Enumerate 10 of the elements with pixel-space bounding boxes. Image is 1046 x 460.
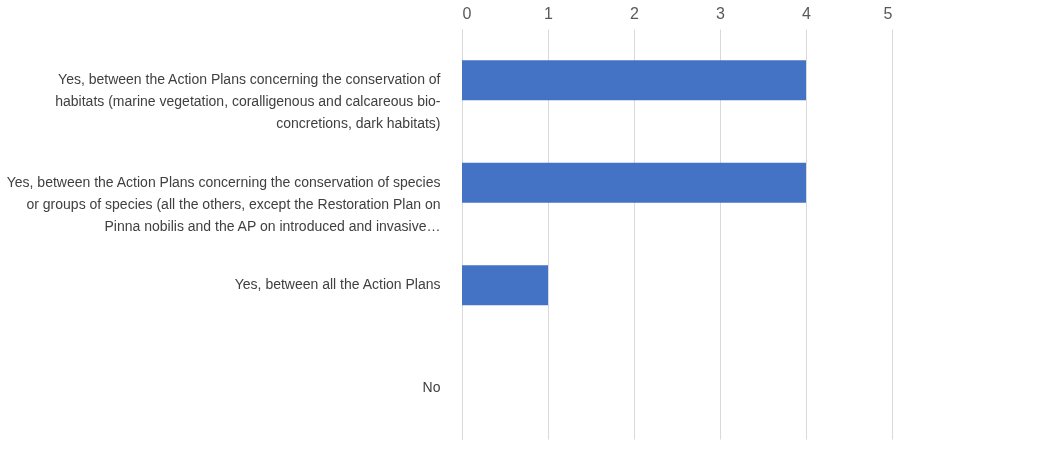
y-tick-label: Yes, between the Action Plans concerning the conservation of habitats (marine vegetation, coralligenous and calcareous bio-concretions, dark habitats) bbox=[55, 71, 441, 132]
x-tick-label: 2 bbox=[630, 4, 640, 22]
x-tick-label: 0 bbox=[462, 4, 472, 22]
y-tick-label: No bbox=[422, 378, 441, 395]
x-tick-label: 4 bbox=[802, 4, 812, 22]
x-tick-label: 3 bbox=[716, 4, 726, 22]
y-tick-label: Yes, between all the Action Plans bbox=[234, 276, 441, 293]
x-tick-label: 5 bbox=[883, 4, 893, 22]
x-tick-label: 1 bbox=[544, 4, 554, 22]
y-tick-label: Yes, between the Action Plans concerning the conservation of species or groups of species (all the others, except the Restoration Plan on Pinna nobilis and the AP on introduced and invasive… bbox=[6, 173, 441, 234]
